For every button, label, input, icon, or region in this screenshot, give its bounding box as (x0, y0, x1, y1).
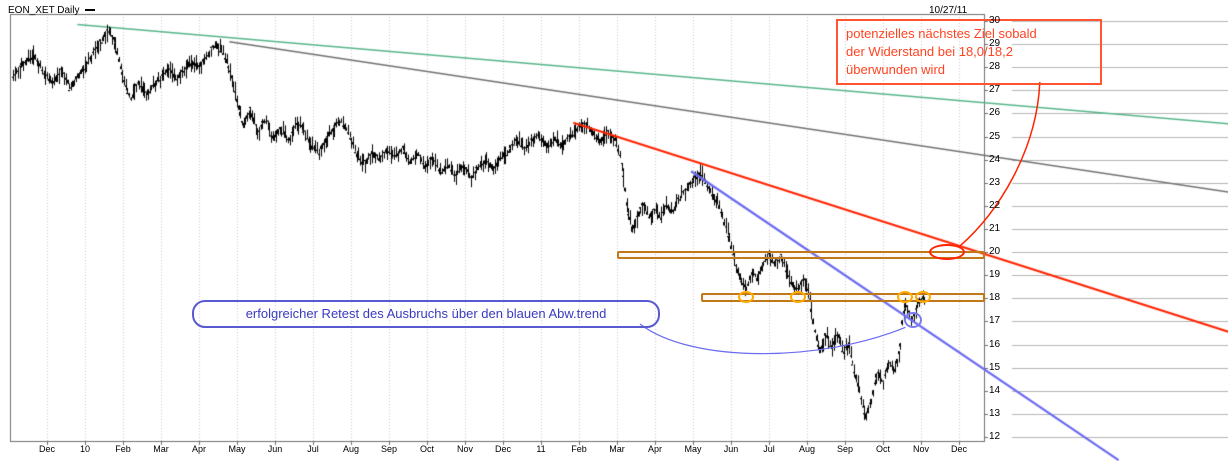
retest-annotation-text: erfolgreicher Retest des Ausbruchs über … (245, 306, 607, 321)
y-axis-label: 29 (989, 38, 1001, 50)
target-annotation-line-3: überwunden wird (846, 62, 946, 77)
y-axis-label: 28 (989, 61, 1001, 73)
x-axis-label: Mar (609, 444, 625, 454)
y-axis-label: 17 (989, 315, 1001, 327)
x-axis-label: Apr (647, 444, 662, 454)
y-axis-label: 24 (989, 153, 1001, 165)
x-axis-label: Dec (494, 444, 511, 454)
y-axis-label: 14 (989, 384, 1001, 396)
y-axis-label: 18 (989, 292, 1001, 304)
y-axis-label: 19 (989, 269, 1001, 281)
y-axis-label: 27 (989, 84, 1001, 96)
x-axis-label: Nov (912, 444, 929, 454)
y-axis-label: 13 (989, 407, 1001, 419)
y-axis-label: 30 (989, 15, 1001, 26)
x-axis-label: Sep (380, 444, 397, 454)
series-color-marker (84, 9, 95, 12)
breakout-touch-circle (914, 291, 931, 304)
y-axis-label: 16 (989, 338, 1001, 350)
breakout-touch-circle (896, 291, 913, 304)
x-axis-label: Jun (723, 444, 739, 454)
retest-annotation-box: erfolgreicher Retest des Ausbruchs über … (192, 300, 660, 328)
x-axis-label: Oct (875, 444, 890, 454)
y-axis-label: 25 (989, 130, 1001, 142)
x-axis-label: Oct (419, 444, 434, 454)
y-axis-label: 26 (989, 107, 1001, 119)
x-axis-label: May (684, 444, 702, 454)
breakout-touch-circle (789, 291, 806, 304)
x-axis-label: Feb (571, 444, 587, 454)
breakout-touch-circle (738, 291, 755, 304)
x-axis-label: 11 (536, 444, 546, 454)
target-annotation-box: potenzielles nächstes Ziel sobald der Wi… (836, 19, 1102, 85)
x-axis-label: May (228, 444, 246, 454)
target-annotation-line-1: potenzielles nächstes Ziel sobald (846, 26, 1037, 41)
x-axis-label: Sep (836, 444, 853, 454)
x-axis-label: Aug (342, 444, 359, 454)
y-axis-label: 23 (989, 176, 1001, 188)
x-axis-label: Jul (763, 444, 775, 454)
y-axis-label: 15 (989, 361, 1001, 373)
x-axis-label: 10 (79, 444, 90, 454)
x-axis-label: Apr (191, 444, 206, 454)
x-axis-label: Jul (307, 444, 319, 454)
chart-legend: EON_XET Daily (8, 5, 95, 16)
x-axis-label: Jun (267, 444, 283, 454)
symbol-label: EON_XET Daily (8, 5, 80, 16)
y-axis-label: 21 (989, 222, 1001, 234)
y-axis-label: 12 (989, 430, 1001, 442)
x-axis-label: Dec (38, 444, 55, 454)
y-axis-label: 22 (989, 199, 1001, 211)
x-axis-label: Mar (153, 444, 169, 454)
target-annotation-line-2: der Widerstand bei 18,0/18,2 (846, 44, 1013, 59)
resistance-zone (617, 250, 985, 260)
y-axis-label: 20 (989, 246, 1001, 258)
x-axis-label: Aug (798, 444, 815, 454)
target-ellipse (928, 244, 965, 261)
x-axis-label: Nov (456, 444, 473, 454)
x-axis-label: Feb (115, 444, 131, 454)
retest-circle (904, 312, 923, 329)
x-axis-label: Dec (950, 444, 967, 454)
resistance-zone (700, 292, 985, 302)
last-date-label: 10/27/11 (929, 5, 968, 16)
